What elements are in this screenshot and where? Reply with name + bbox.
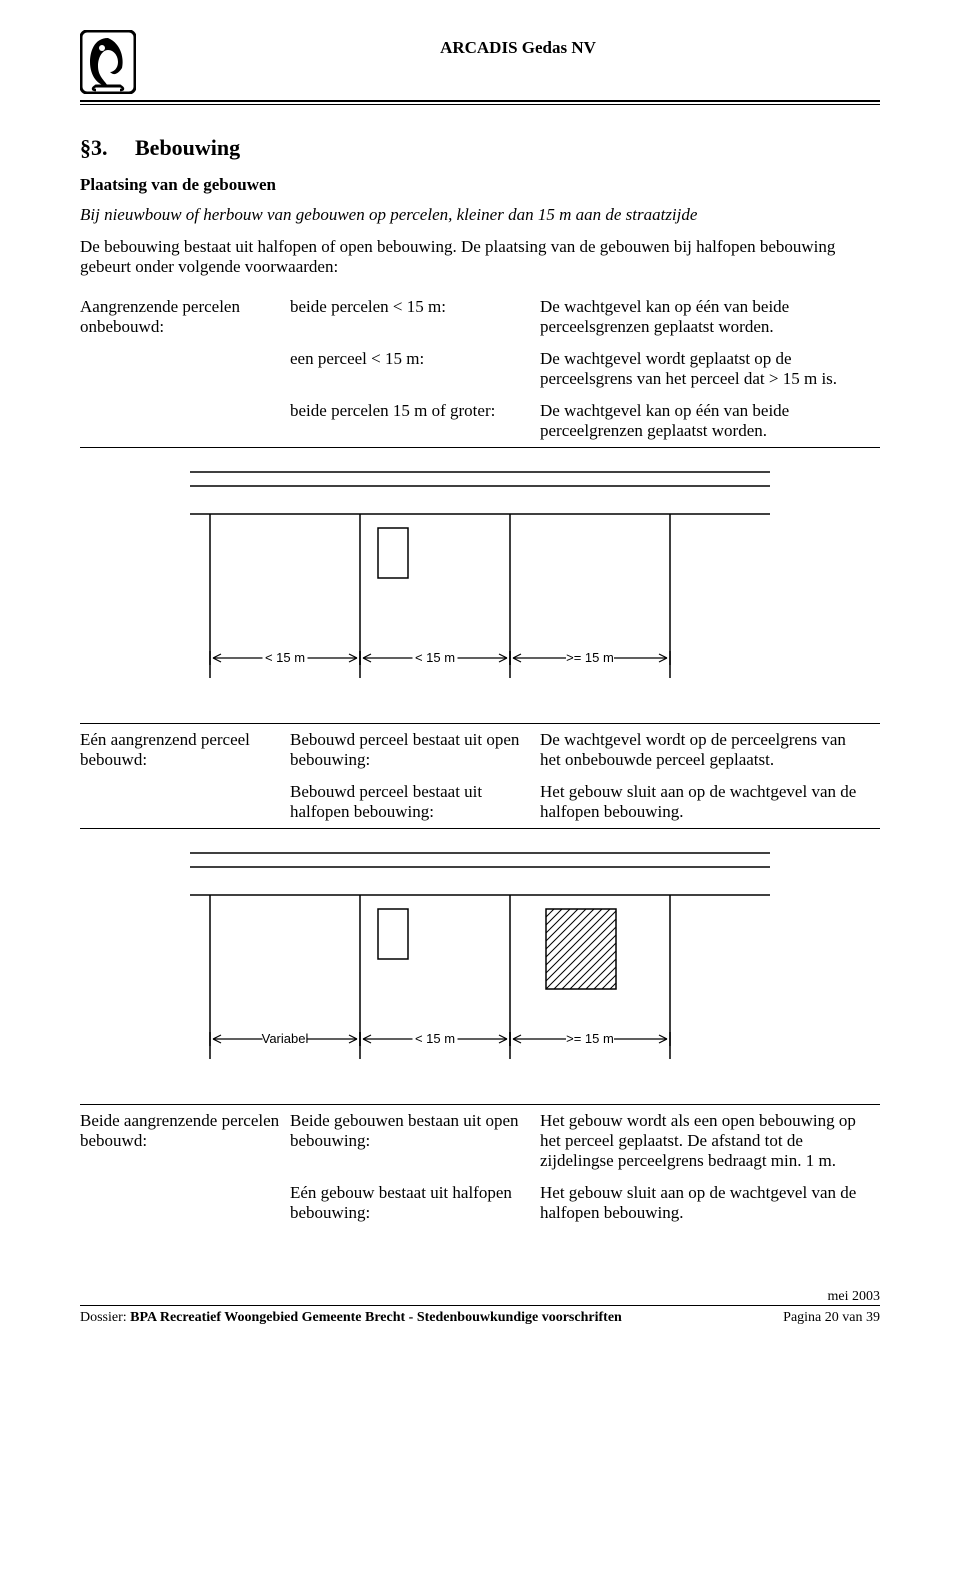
company-name: ARCADIS Gedas NV <box>156 38 880 58</box>
condition: beide percelen 15 m of groter: <box>290 395 540 448</box>
condition: Bebouwd perceel bestaat uit halfopen beb… <box>290 776 540 829</box>
table-row: Beide aangrenzende percelen bebouwd: Bei… <box>80 1105 880 1178</box>
condition: beide percelen < 15 m: <box>290 291 540 343</box>
row-label: Beide aangrenzende percelen bebouwd: <box>80 1105 290 1230</box>
footer-date: mei 2003 <box>80 1289 880 1305</box>
footer-dossier-label: Dossier: <box>80 1310 127 1325</box>
row-label: Eén aangrenzend perceel bebouwd: <box>80 724 290 829</box>
svg-text:Variabel: Variabel <box>262 1031 309 1046</box>
rule-text: Het gebouw sluit aan op de wachtgevel va… <box>540 1177 880 1229</box>
footer-rule <box>80 1305 880 1306</box>
section-title: §3. Bebouwing <box>80 135 880 161</box>
rule-text: De wachtgevel kan op één van beide perce… <box>540 395 880 448</box>
company-logo <box>80 30 136 94</box>
rule-text: De wachtgevel kan op één van beide perce… <box>540 291 880 343</box>
table-row: Aangrenzende percelen onbebouwd: beide p… <box>80 291 880 343</box>
section-name: Bebouwing <box>135 135 240 160</box>
condition: Eén gebouw bestaat uit halfopen bebouwin… <box>290 1177 540 1229</box>
svg-text:< 15 m: < 15 m <box>415 1031 455 1046</box>
svg-text:< 15 m: < 15 m <box>415 650 455 665</box>
rule-text: De wachtgevel wordt geplaatst op de perc… <box>540 343 880 395</box>
intro-body: De bebouwing bestaat uit halfopen of ope… <box>80 237 880 277</box>
row-label: Aangrenzende percelen onbebouwd: <box>80 291 290 448</box>
subsection-title: Plaatsing van de gebouwen <box>80 175 880 195</box>
footer-page: Pagina 20 van 39 <box>783 1310 880 1326</box>
table-row: Eén aangrenzend perceel bebouwd: Bebouwd… <box>80 724 880 777</box>
svg-text:>= 15 m: >= 15 m <box>566 650 614 665</box>
table-een-bebouwd: Eén aangrenzend perceel bebouwd: Bebouwd… <box>80 723 880 829</box>
condition: Bebouwd perceel bestaat uit open bebouwi… <box>290 724 540 777</box>
diagram-1: < 15 m < 15 m >= 15 m <box>190 468 770 693</box>
page: ARCADIS Gedas NV §3. Bebouwing Plaatsing… <box>0 0 960 1356</box>
rule-text: Het gebouw sluit aan op de wachtgevel va… <box>540 776 880 829</box>
header: ARCADIS Gedas NV <box>80 30 880 94</box>
rule-text: De wachtgevel wordt op de perceelgrens v… <box>540 724 880 777</box>
condition: Beide gebouwen bestaan uit open bebouwin… <box>290 1105 540 1178</box>
header-rule-thin <box>80 104 880 105</box>
rule-text: Het gebouw wordt als een open bebouwing … <box>540 1105 880 1178</box>
table-onbebouwd: Aangrenzende percelen onbebouwd: beide p… <box>80 291 880 448</box>
intro-italic: Bij nieuwbouw of herbouw van gebouwen op… <box>80 205 880 225</box>
section-number: §3. <box>80 135 108 160</box>
diagram-2: Variabel < 15 m >= 15 m <box>190 849 770 1074</box>
condition: een perceel < 15 m: <box>290 343 540 395</box>
table-beide-bebouwd: Beide aangrenzende percelen bebouwd: Bei… <box>80 1104 880 1229</box>
svg-text:>= 15 m: >= 15 m <box>566 1031 614 1046</box>
footer: mei 2003 Dossier: BPA Recreatief Woongeb… <box>80 1289 880 1326</box>
footer-dossier-text: BPA Recreatief Woongebied Gemeente Brech… <box>130 1310 622 1325</box>
svg-text:< 15 m: < 15 m <box>265 650 305 665</box>
footer-dossier: Dossier: BPA Recreatief Woongebied Gemee… <box>80 1310 622 1326</box>
header-rule-thick <box>80 100 880 102</box>
